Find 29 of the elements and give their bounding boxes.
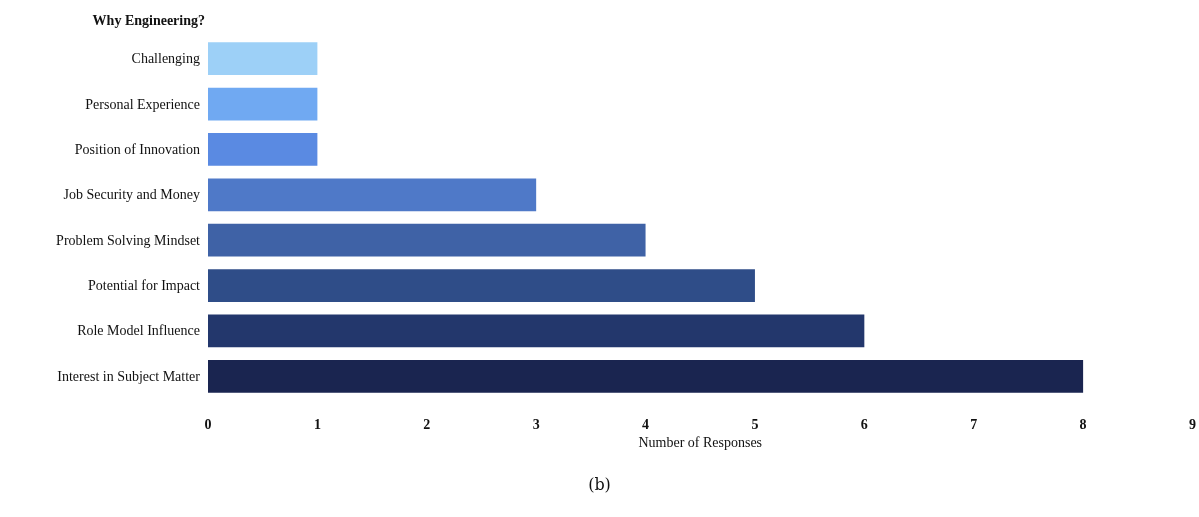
bar (208, 42, 318, 76)
bar (208, 223, 646, 257)
x-tick-label: 6 (860, 416, 868, 432)
x-axis-title: Number of Responses (638, 435, 763, 451)
bar (208, 87, 318, 121)
bar (208, 314, 865, 348)
x-tick-label: 5 (751, 416, 759, 432)
y-tick-label: Problem Solving Mindset (56, 232, 201, 248)
y-tick-label: Personal Experience (85, 96, 200, 112)
bar (208, 269, 755, 302)
x-tick-label: 8 (1079, 416, 1087, 432)
y-tick-label: Position of Innovation (74, 141, 200, 157)
y-tick-label: Challenging (131, 51, 200, 67)
bar (208, 133, 318, 166)
x-tick-label: 0 (204, 416, 212, 432)
y-tick-label: Job Security and Money (63, 187, 200, 203)
y-tick-label: Potential for Impact (88, 278, 201, 294)
x-tick-label: 4 (642, 416, 650, 432)
chart-title: Why Engineering? (92, 12, 205, 28)
x-tick-label: 9 (1189, 416, 1196, 432)
x-tick-label: 7 (970, 416, 978, 432)
y-tick-label: Role Model Influence (77, 323, 200, 339)
x-tick-label: 1 (313, 416, 321, 432)
bar (208, 178, 537, 212)
bar (208, 359, 1084, 393)
text: (b) (588, 474, 611, 494)
x-tick-label: 2 (423, 416, 431, 432)
y-tick-label: Interest in Subject Matter (57, 368, 201, 384)
x-tick-label: 3 (532, 416, 540, 432)
